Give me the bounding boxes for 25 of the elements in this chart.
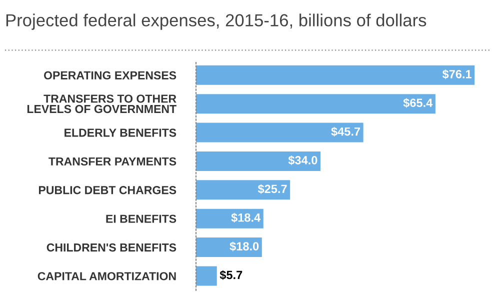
data-label: $65.4 — [403, 98, 433, 108]
y-tick-label: EI BENEFITS — [106, 214, 176, 223]
data-label: $34.0 — [288, 156, 318, 166]
bar — [196, 94, 436, 114]
bar — [196, 266, 217, 286]
bar — [196, 122, 364, 142]
data-label: $45.7 — [331, 126, 360, 136]
data-label: $18.0 — [230, 242, 259, 252]
data-label: $18.4 — [231, 212, 261, 223]
data-label: $5.7 — [220, 270, 242, 280]
y-tick-label: PUBLIC DEBT CHARGES — [38, 186, 176, 194]
y-tick-label: OPERATING EXPENSES — [44, 71, 176, 80]
bar — [196, 65, 475, 85]
y-tick-label: TRANSFER PAYMENTS — [48, 157, 176, 166]
bar — [196, 238, 262, 258]
bar — [196, 151, 320, 171]
data-label: $25.7 — [258, 184, 287, 194]
y-tick-label: TRANSFERS TO OTHER LEVELS OF GOVERNMENT — [27, 94, 176, 114]
chart-title: Projected federal expenses, 2015-16, billions of dollars — [6, 14, 426, 30]
data-label: $76.1 — [442, 69, 472, 80]
y-tick-label: CHILDREN'S BENEFITS — [46, 243, 176, 252]
bar — [196, 180, 290, 200]
bar — [196, 208, 264, 228]
y-tick-label: CAPITAL AMORTIZATION — [38, 272, 176, 280]
y-tick-label: ELDERLY BENEFITS — [64, 128, 176, 137]
